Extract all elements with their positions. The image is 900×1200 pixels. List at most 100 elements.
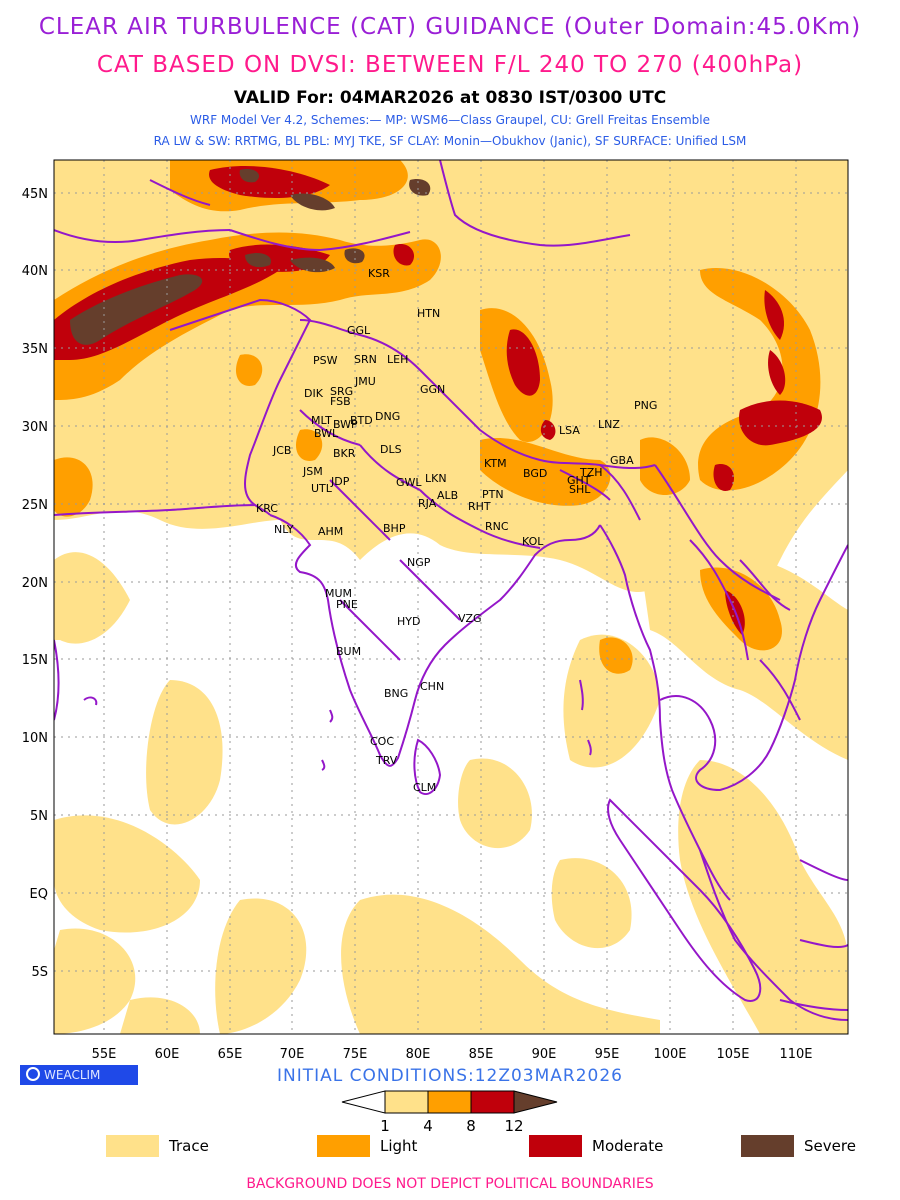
chart-subtitle: CAT BASED ON DVSI: BETWEEN F/L 240 TO 27… bbox=[96, 52, 804, 78]
station-label: NLY bbox=[274, 523, 294, 536]
logo-text: WEACLIM bbox=[44, 1068, 101, 1082]
station-label: KOL bbox=[522, 535, 544, 548]
station-label: GWL bbox=[396, 476, 422, 489]
station-label: DLS bbox=[380, 443, 402, 456]
station-label: BTD bbox=[350, 414, 373, 427]
station-label: LNZ bbox=[598, 418, 620, 431]
station-label: HTN bbox=[417, 307, 440, 320]
category-legend: Trace Light Moderate Severe bbox=[106, 1135, 856, 1157]
coastlines bbox=[54, 160, 848, 1021]
lon-label: 90E bbox=[532, 1047, 557, 1062]
station-label: PNG bbox=[634, 399, 657, 412]
lat-label: 15N bbox=[22, 653, 48, 668]
colorbar-tick: 1 bbox=[380, 1117, 390, 1135]
station-label: PSW bbox=[313, 354, 338, 367]
station-label: BNG bbox=[384, 687, 408, 700]
lon-label: 60E bbox=[155, 1047, 180, 1062]
station-label: NGP bbox=[407, 556, 431, 569]
station-label: RNC bbox=[485, 520, 509, 533]
logo-ring-icon bbox=[26, 1067, 40, 1081]
station-label: DNG bbox=[375, 410, 400, 423]
station-label: MUM bbox=[325, 587, 352, 600]
lat-label: 25N bbox=[22, 498, 48, 513]
footer-note: BACKGROUND DOES NOT DEPICT POLITICAL BOU… bbox=[246, 1176, 654, 1192]
lat-label: EQ bbox=[30, 887, 48, 902]
station-label: LSA bbox=[559, 424, 580, 437]
physics-info: RA LW & SW: RRTMG, BL PBL: MYJ TKE, SF C… bbox=[153, 134, 747, 148]
lat-label: 20N bbox=[22, 576, 48, 591]
lon-label: 80E bbox=[406, 1047, 431, 1062]
station-label: BGD bbox=[523, 467, 547, 480]
station-labels: KSR HTN GGL PSW SRN LEH DIK SRG JMU GGN … bbox=[256, 267, 657, 794]
initial-conditions: INITIAL CONDITIONS:12Z03MAR2026 bbox=[276, 1066, 623, 1086]
lon-label: 65E bbox=[218, 1047, 243, 1062]
station-label: RJA bbox=[418, 497, 437, 510]
station-label: COC bbox=[370, 735, 394, 748]
station-label: LKN bbox=[425, 472, 447, 485]
lon-label: 110E bbox=[779, 1047, 812, 1062]
station-label: KSR bbox=[368, 267, 390, 280]
station-label: TZH bbox=[579, 466, 603, 479]
station-label: MLT bbox=[311, 414, 332, 427]
station-label: CLM bbox=[413, 781, 436, 794]
legend-label-moderate: Moderate bbox=[592, 1137, 663, 1155]
station-label: GBA bbox=[610, 454, 634, 467]
chart-title: CLEAR AIR TURBULENCE (CAT) GUIDANCE (Out… bbox=[38, 14, 862, 40]
station-label: JSM bbox=[302, 465, 323, 478]
lon-label: 70E bbox=[280, 1047, 305, 1062]
station-label: BHP bbox=[383, 522, 406, 535]
lat-label: 45N bbox=[22, 187, 48, 202]
lat-label: 10N bbox=[22, 731, 48, 746]
legend-swatch-light bbox=[317, 1135, 370, 1157]
color-bar: 1 4 8 12 bbox=[341, 1090, 558, 1135]
lat-label: 5N bbox=[30, 809, 48, 824]
station-label: LEH bbox=[387, 353, 408, 366]
latitude-labels: 45N 40N 35N 30N 25N 20N 15N 10N 5N EQ 5S bbox=[22, 187, 48, 980]
weaclim-logo: WEACLIM bbox=[20, 1065, 138, 1085]
station-label: BKR bbox=[333, 447, 356, 460]
station-label: DIK bbox=[304, 387, 324, 400]
legend-swatch-severe bbox=[741, 1135, 794, 1157]
station-label: JMU bbox=[354, 375, 376, 388]
lon-label: 95E bbox=[595, 1047, 620, 1062]
colorbar-tick: 12 bbox=[504, 1117, 523, 1135]
station-label: PTN bbox=[482, 488, 504, 501]
station-label: VZG bbox=[458, 612, 482, 625]
legend-label-severe: Severe bbox=[804, 1137, 856, 1155]
station-label: PNE bbox=[336, 598, 358, 611]
station-label: FSB bbox=[330, 395, 351, 408]
station-label: CHN bbox=[420, 680, 444, 693]
station-label: RHT bbox=[468, 500, 491, 513]
severe-fields bbox=[70, 169, 431, 345]
lat-label: 30N bbox=[22, 420, 48, 435]
lon-label: 85E bbox=[469, 1047, 494, 1062]
model-info: WRF Model Ver 4.2, Schemes:— MP: WSM6—Cl… bbox=[190, 113, 710, 127]
lon-label: 105E bbox=[716, 1047, 749, 1062]
station-label: TRV bbox=[375, 754, 398, 767]
map-plot-area bbox=[54, 160, 848, 1034]
station-label: BWP bbox=[333, 418, 358, 431]
station-label: SRN bbox=[354, 353, 377, 366]
station-label: GGL bbox=[347, 324, 371, 337]
legend-swatch-moderate bbox=[529, 1135, 582, 1157]
station-label: BWL bbox=[314, 427, 339, 440]
lon-label: 55E bbox=[92, 1047, 117, 1062]
lat-label: 40N bbox=[22, 264, 48, 279]
station-label: AHM bbox=[318, 525, 343, 538]
station-label: KTM bbox=[484, 457, 507, 470]
station-label: SRG bbox=[330, 385, 353, 398]
station-label: JCB bbox=[272, 444, 291, 457]
colorbar-tick: 8 bbox=[466, 1117, 476, 1135]
longitude-labels: 55E 60E 65E 70E 75E 80E 85E 90E 95E 100E… bbox=[92, 1047, 813, 1062]
legend-label-light: Light bbox=[380, 1137, 418, 1155]
legend-label-trace: Trace bbox=[168, 1137, 209, 1155]
station-label: SHL bbox=[569, 483, 591, 496]
station-label: ALB bbox=[437, 489, 458, 502]
legend-swatch-trace bbox=[106, 1135, 159, 1157]
lon-label: 75E bbox=[343, 1047, 368, 1062]
station-label: GGN bbox=[420, 383, 445, 396]
station-label: GHT bbox=[567, 474, 591, 487]
plot-frame bbox=[53, 159, 849, 1035]
colorbar-tick: 4 bbox=[423, 1117, 433, 1135]
